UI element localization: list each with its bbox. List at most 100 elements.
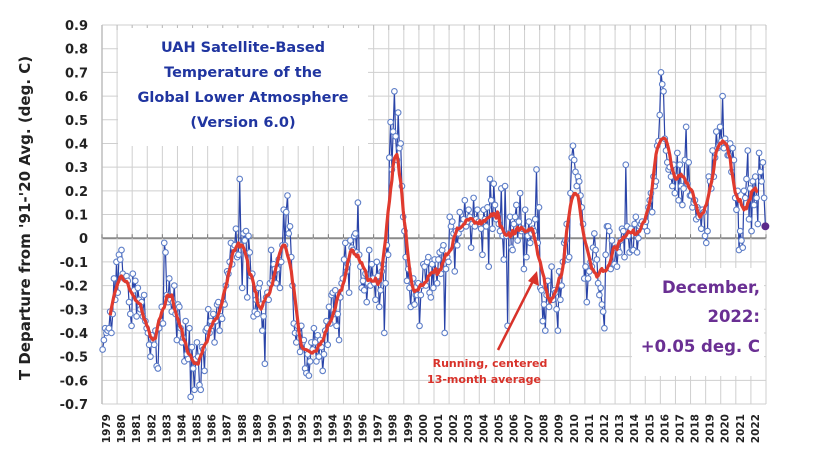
- data-point: [513, 201, 520, 209]
- data-point: [451, 268, 459, 275]
- data-point: [671, 189, 679, 197]
- data-point: [632, 213, 640, 221]
- data-point: [335, 336, 343, 344]
- data-point: [482, 222, 490, 230]
- data-point: [509, 246, 516, 254]
- data-point: [467, 244, 475, 252]
- data-point: [394, 109, 402, 116]
- callout-line-3: +0.05 deg. C: [641, 337, 760, 356]
- data-point: [100, 336, 108, 344]
- data-point: [470, 194, 477, 202]
- data-point: [191, 386, 198, 394]
- title-box: [118, 28, 368, 146]
- data-point: [201, 367, 208, 375]
- data-point: [558, 282, 565, 289]
- data-point: [125, 298, 133, 306]
- data-point: [756, 168, 764, 176]
- data-point: [729, 144, 737, 152]
- data-point: [489, 225, 496, 233]
- data-point: [601, 324, 608, 332]
- y-axis-label: T Departure from '91-'20 Avg. (deg. C): [16, 56, 34, 380]
- x-tick-label: 2018: [690, 414, 702, 443]
- data-point: [658, 80, 666, 88]
- data-point: [487, 196, 495, 204]
- data-point: [545, 303, 553, 311]
- data-point: [750, 201, 758, 209]
- data-point: [187, 393, 195, 401]
- data-point: [453, 241, 461, 249]
- data-point: [739, 244, 747, 252]
- callout-line-1: December,: [662, 278, 760, 297]
- y-tick-label: 0.4: [65, 137, 88, 152]
- annotation-arrow-line: [496, 276, 537, 351]
- data-point: [334, 310, 342, 318]
- x-tick-label: 1992: [297, 414, 309, 443]
- data-point: [147, 353, 154, 360]
- data-point: [267, 246, 275, 254]
- x-tick-label: 2009: [554, 414, 566, 443]
- data-point: [373, 258, 381, 266]
- data-point: [182, 317, 189, 325]
- x-tick-label: 1980: [116, 414, 128, 443]
- data-point: [599, 308, 607, 315]
- data-point: [680, 185, 687, 192]
- data-point: [134, 284, 142, 292]
- data-point: [325, 303, 333, 311]
- data-point: [760, 194, 768, 202]
- data-point: [682, 123, 690, 131]
- data-point: [593, 256, 601, 263]
- data-point: [736, 227, 744, 235]
- data-point: [128, 322, 135, 330]
- data-point: [602, 251, 610, 259]
- x-tick-label: 1979: [101, 414, 113, 443]
- data-point: [442, 265, 450, 273]
- x-tick-label: 1985: [192, 414, 204, 443]
- data-point: [435, 256, 442, 263]
- data-point: [712, 128, 720, 135]
- x-tick-label: 2013: [614, 414, 626, 443]
- data-point: [284, 192, 291, 199]
- title-line-3: Global Lower Atmosphere: [137, 90, 348, 106]
- data-point: [733, 206, 740, 214]
- data-point: [486, 175, 494, 183]
- x-tick-label: 2016: [659, 414, 671, 443]
- data-point: [553, 305, 560, 313]
- data-point: [557, 296, 564, 304]
- data-point: [548, 263, 555, 270]
- data-point: [99, 346, 106, 353]
- data-point: [331, 286, 339, 294]
- y-tick-label: 0.8: [65, 43, 88, 58]
- data-point: [204, 305, 212, 313]
- running-average-series: [108, 136, 759, 366]
- data-point: [377, 286, 384, 294]
- data-point: [590, 230, 598, 237]
- data-point: [440, 241, 447, 249]
- y-tick-label: 0: [79, 232, 88, 247]
- data-point: [320, 350, 328, 358]
- chart-title: UAH Satellite-Based Temperature of the G…: [137, 40, 348, 131]
- x-tick-label: 2003: [463, 414, 475, 443]
- data-point: [516, 189, 524, 197]
- data-point: [209, 310, 217, 318]
- data-point: [305, 372, 313, 379]
- data-point: [622, 161, 630, 169]
- data-point: [753, 194, 760, 202]
- x-tick-label: 2005: [493, 414, 505, 443]
- data-point: [424, 253, 432, 261]
- x-tick-label: 2020: [720, 414, 732, 443]
- y-tick-label: -0.1: [60, 256, 88, 271]
- y-tick-label: -0.3: [60, 303, 88, 318]
- data-point: [162, 249, 169, 256]
- data-point: [116, 256, 124, 263]
- annotation-arrowhead-icon: [528, 271, 539, 286]
- data-point: [685, 159, 693, 166]
- data-point: [238, 284, 246, 292]
- running-average-line: [108, 136, 759, 366]
- x-tick-label: 1996: [358, 414, 370, 443]
- data-point: [748, 227, 755, 235]
- data-point: [159, 320, 167, 327]
- data-point: [619, 227, 627, 235]
- data-point: [140, 291, 148, 299]
- data-point: [286, 222, 294, 230]
- data-point: [592, 246, 599, 254]
